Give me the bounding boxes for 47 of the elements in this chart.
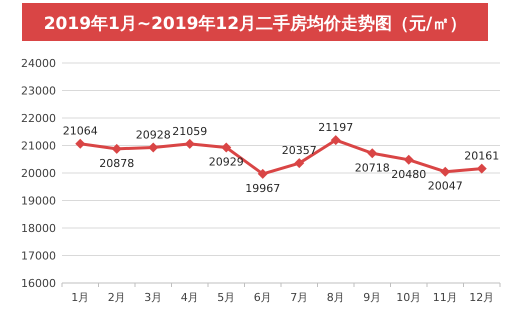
data-label: 21197	[318, 121, 354, 134]
point	[258, 168, 268, 179]
point	[75, 138, 86, 149]
data-label: 20161	[464, 150, 500, 163]
y-tick-label: 19000	[21, 194, 56, 208]
x-tick-label: 11月	[432, 291, 458, 304]
point	[294, 158, 304, 168]
x-tick-label: 8月	[326, 291, 345, 304]
point	[184, 138, 195, 149]
point	[148, 142, 158, 152]
x-tick-label: 12月	[469, 291, 494, 304]
point	[112, 144, 122, 154]
data-label: 20929	[208, 155, 244, 168]
point	[476, 164, 487, 174]
y-tick-label: 16000	[21, 277, 56, 290]
data-label: 20718	[354, 161, 390, 174]
point	[404, 154, 414, 165]
data-label: 19967	[245, 182, 280, 195]
point	[330, 135, 341, 146]
x-tick-label: 7月	[290, 291, 308, 304]
data-label: 20928	[136, 128, 171, 142]
x-tick-label: 2月	[108, 291, 126, 304]
y-tick-label: 23000	[21, 84, 56, 98]
x-tick-label: 10月	[396, 291, 422, 304]
point	[440, 166, 450, 177]
y-tick-label: 20000	[21, 167, 56, 180]
x-tick-label: 1月	[71, 291, 90, 304]
y-tick-label: 22000	[21, 112, 56, 125]
data-label: 20047	[428, 180, 463, 193]
data-label: 21059	[172, 124, 208, 138]
x-tick-label: 3月	[144, 291, 162, 304]
x-tick-label: 6月	[254, 291, 272, 304]
x-tick-label: 4月	[180, 291, 199, 304]
point	[367, 148, 378, 158]
data-label: 20480	[391, 168, 426, 181]
y-tick-label: 24000	[21, 57, 56, 70]
y-tick-label: 21000	[21, 140, 56, 152]
title: 2019年1月~2019年12月二手房均价走势图（元/㎡）	[22, 3, 488, 41]
y-tick-label: 17000	[21, 250, 56, 262]
x-tick-label: 5月	[217, 291, 236, 304]
data-label: 20357	[282, 144, 317, 158]
data-label: 20878	[99, 156, 134, 170]
x-tick-label: 9月	[363, 291, 382, 304]
chart-title: 2019年1月~2019年12月二手房均价走势图（元/㎡）	[44, 14, 466, 34]
point	[221, 142, 232, 152]
data-label: 21064	[62, 124, 98, 138]
y-tick-label: 18000	[21, 222, 56, 235]
